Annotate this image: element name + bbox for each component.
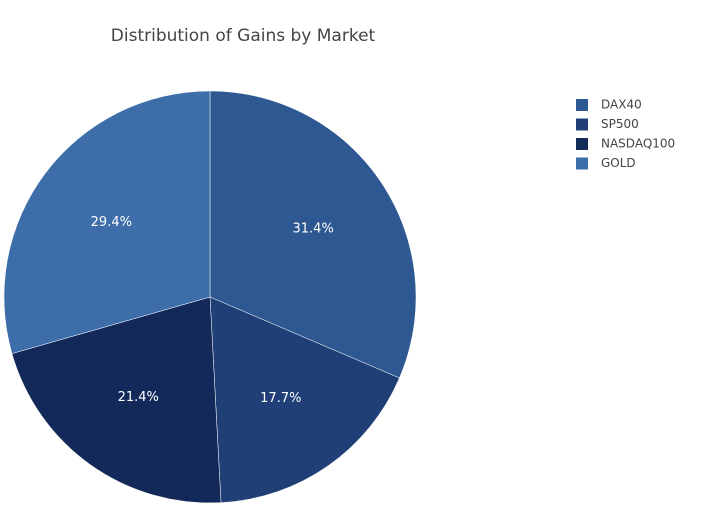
pie-slice bbox=[3, 90, 211, 354]
data-label: 31.4% bbox=[293, 221, 334, 236]
data-label: 29.4% bbox=[91, 215, 132, 230]
data-label: 17.7% bbox=[260, 391, 301, 406]
data-label: 21.4% bbox=[118, 390, 159, 405]
pie-slice bbox=[209, 90, 417, 379]
chart-title: Distribution of Gains by Market bbox=[111, 26, 376, 46]
legend-swatch bbox=[576, 138, 588, 150]
legend-swatch bbox=[576, 157, 588, 170]
legend-label: SP500 bbox=[601, 117, 639, 131]
legend-swatch bbox=[576, 99, 588, 111]
pie-slice bbox=[11, 296, 222, 504]
legend-label: DAX40 bbox=[601, 98, 642, 112]
pie-slice bbox=[209, 296, 400, 503]
legend-label: GOLD bbox=[601, 156, 636, 170]
legend-label: NASDAQ100 bbox=[601, 137, 675, 151]
legend-swatch bbox=[576, 118, 588, 131]
